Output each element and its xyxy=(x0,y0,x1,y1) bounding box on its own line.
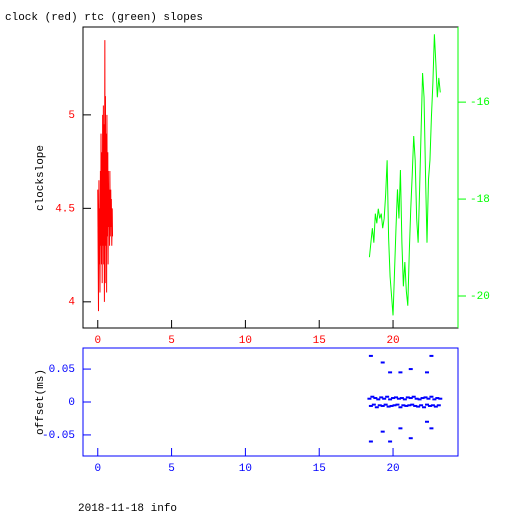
chart-title: clock (red) rtc (green) slopes xyxy=(5,12,203,24)
data-point xyxy=(392,404,397,407)
data-point xyxy=(376,398,381,401)
y-tick-label: 5 xyxy=(68,110,75,122)
y-tick-label: -0.05 xyxy=(42,430,75,442)
data-point xyxy=(419,404,424,407)
data-point xyxy=(429,395,434,398)
data-point xyxy=(416,405,421,408)
data-point xyxy=(386,405,391,408)
data-point xyxy=(436,404,441,407)
data-point xyxy=(388,440,393,443)
data-point xyxy=(417,398,422,401)
data-point xyxy=(413,404,418,407)
data-point xyxy=(432,398,437,401)
data-point xyxy=(393,396,398,399)
data-point xyxy=(429,427,434,430)
data-point xyxy=(367,397,372,400)
x-tick-label: 0 xyxy=(94,463,101,475)
data-point xyxy=(420,397,425,400)
data-point xyxy=(374,406,379,409)
data-point xyxy=(405,396,410,399)
data-point xyxy=(430,404,435,407)
data-point xyxy=(382,397,387,400)
data-point xyxy=(424,371,429,374)
data-point xyxy=(368,404,373,407)
data-point xyxy=(383,403,388,406)
data-point xyxy=(427,404,432,407)
x-tick-label: 0 xyxy=(94,335,101,347)
data-point xyxy=(395,403,400,406)
y2-tick-label: -18 xyxy=(470,194,490,206)
data-point xyxy=(404,404,409,407)
data-point xyxy=(380,404,385,407)
y-axis-label: offset(ms) xyxy=(35,369,47,435)
data-point xyxy=(368,354,373,357)
data-point xyxy=(435,397,440,400)
data-point xyxy=(368,440,373,443)
data-point xyxy=(424,403,429,406)
data-point xyxy=(379,396,384,399)
data-point xyxy=(377,404,382,407)
data-point xyxy=(396,397,401,400)
data-point xyxy=(398,371,403,374)
data-point xyxy=(388,398,393,401)
y2-tick-label: -20 xyxy=(470,291,490,303)
x-tick-label: 20 xyxy=(386,463,399,475)
data-point xyxy=(401,404,406,407)
x-tick-label: 5 xyxy=(168,335,175,347)
data-point xyxy=(370,395,375,398)
data-point xyxy=(385,395,390,398)
data-point xyxy=(398,427,403,430)
data-point xyxy=(438,397,443,400)
data-point xyxy=(426,397,431,400)
data-line xyxy=(368,34,441,316)
y2-tick-label: -16 xyxy=(470,97,490,109)
y-axis-label: clockslope xyxy=(35,145,47,211)
x-tick-label: 20 xyxy=(386,335,399,347)
x-tick-label: 15 xyxy=(313,463,326,475)
data-point xyxy=(388,371,393,374)
data-point xyxy=(402,398,407,401)
data-point xyxy=(380,361,385,364)
x-tick-label: 10 xyxy=(239,335,252,347)
data-point xyxy=(423,396,428,399)
data-point xyxy=(433,405,438,408)
data-point xyxy=(398,406,403,409)
data-point xyxy=(391,397,396,400)
data-point xyxy=(414,397,419,400)
x-tick-label: 15 xyxy=(313,335,326,347)
data-point xyxy=(408,437,413,440)
y-tick-label: 0.05 xyxy=(49,364,75,376)
data-point xyxy=(422,406,427,409)
y-tick-label: 4.5 xyxy=(55,203,75,215)
data-point xyxy=(380,430,385,433)
y-tick-label: 0 xyxy=(68,397,75,409)
data-point xyxy=(411,395,416,398)
y-tick-label: 4 xyxy=(68,297,75,309)
data-point xyxy=(389,404,394,407)
data-point xyxy=(371,403,376,406)
data-point xyxy=(408,368,413,371)
data-line xyxy=(97,40,114,312)
footer: 2018-11-18 info xyxy=(78,503,177,512)
data-point xyxy=(410,403,415,406)
data-point xyxy=(407,404,412,407)
x-tick-label: 5 xyxy=(168,463,175,475)
data-point xyxy=(429,354,434,357)
data-point xyxy=(408,397,413,400)
data-point xyxy=(399,397,404,400)
x-tick-label: 10 xyxy=(239,463,252,475)
data-point xyxy=(424,420,429,423)
data-point xyxy=(373,397,378,400)
